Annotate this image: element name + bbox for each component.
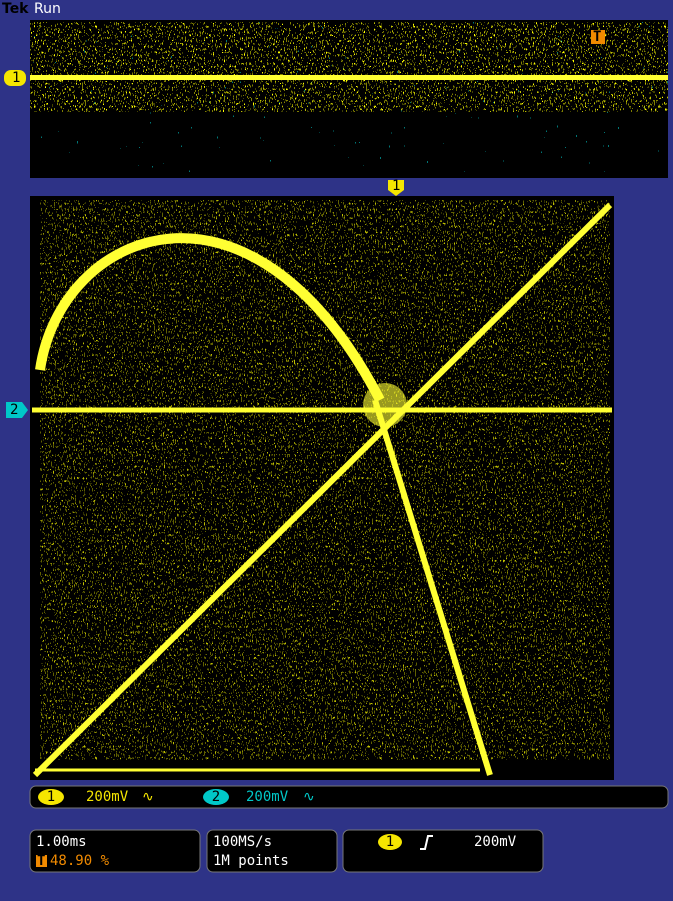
ch2-scale: 200mV — [246, 789, 289, 805]
ch2-badge-label: 2 — [212, 789, 220, 805]
trigger-icon-label: T — [37, 853, 45, 869]
xy-noise — [40, 200, 610, 760]
status: Run — [34, 1, 61, 17]
record-length: 1M points — [213, 853, 289, 869]
ch1-marker-label: 1 — [12, 70, 20, 86]
page: {"header":{"brand":"Tek","status":"Run"}… — [0, 0, 673, 901]
scope-screen: Tek Run 1 T 1 2 1 200mV ∿ 2 200mV ∿ 1.00… — [0, 0, 673, 901]
center-blob — [363, 383, 407, 427]
ch1-noise — [30, 22, 668, 112]
ch1-top-marker-label: 1 — [392, 178, 400, 194]
trigger-position: 48.90 % — [50, 853, 110, 869]
trigger-level: 200mV — [474, 834, 517, 850]
ch1-badge-label: 1 — [47, 789, 55, 805]
brand: Tek — [2, 1, 29, 17]
time-scale: 1.00ms — [36, 834, 87, 850]
ch1-coupling: ∿ — [142, 789, 154, 805]
trigger-ch-label: 1 — [386, 834, 394, 850]
ch2-marker-label: 2 — [10, 402, 18, 418]
ch1-scale: 200mV — [86, 789, 129, 805]
trigger-marker-label: T — [593, 29, 601, 45]
ch2-coupling: ∿ — [303, 789, 315, 805]
body: Tek Run 1 T 1 2 1 200mV ∿ 2 200mV ∿ 1.00… — [0, 0, 673, 901]
xy-traces — [32, 200, 612, 775]
ch1-trace — [30, 75, 668, 80]
sample-rate: 100MS/s — [213, 834, 272, 850]
